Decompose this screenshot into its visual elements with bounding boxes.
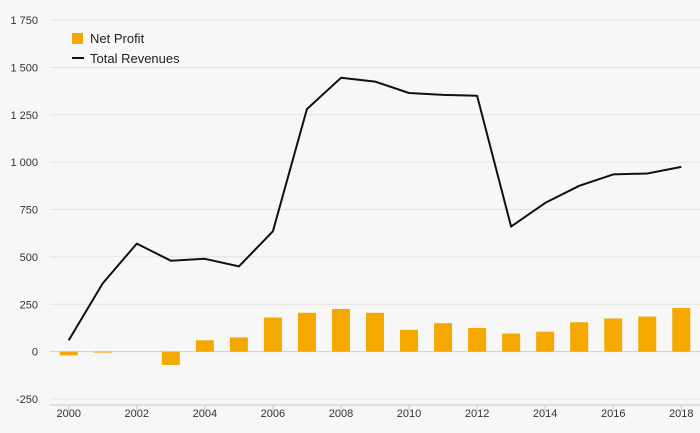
net-profit-bar[interactable] [400, 329, 419, 352]
legend-label-total-revenues: Total Revenues [90, 50, 180, 66]
net-profit-bar[interactable] [672, 308, 691, 352]
x-tick-label: 2010 [397, 408, 421, 420]
x-tick-label: 2014 [533, 408, 557, 420]
chart-legend: Net Profit Total Revenues [72, 28, 180, 68]
net-profit-bar[interactable] [604, 318, 623, 352]
net-profit-bar[interactable] [297, 312, 316, 352]
x-tick-label: 2012 [465, 408, 489, 420]
net-profit-bar[interactable] [195, 340, 214, 352]
legend-label-net-profit: Net Profit [90, 30, 145, 46]
y-tick-label: 1 250 [10, 110, 38, 122]
total-revenues-swatch [72, 57, 84, 59]
y-tick-label: 0 [32, 347, 38, 359]
net-profit-bar[interactable] [536, 331, 555, 352]
net-profit-swatch [72, 32, 83, 44]
x-tick-label: 2006 [261, 408, 285, 420]
net-profit-bar[interactable] [366, 312, 384, 352]
x-tick-label: 2004 [193, 408, 217, 420]
y-tick-label: 250 [20, 299, 38, 311]
net-profit-bar[interactable] [638, 316, 657, 352]
x-tick-label: 2018 [669, 408, 693, 420]
net-profit-bar[interactable] [229, 337, 248, 352]
x-tick-label: 2008 [329, 408, 353, 420]
total-revenues-line [67, 76, 682, 341]
x-tick-label: 2002 [125, 408, 149, 420]
net-profit-bars [59, 308, 691, 365]
legend-item-net-profit[interactable]: Net Profit [72, 28, 180, 48]
net-profit-bar[interactable] [434, 323, 453, 352]
x-tick-label: 2016 [601, 408, 625, 420]
y-tick-label: 1 000 [10, 157, 38, 169]
y-tick-label: -250 [16, 394, 38, 406]
y-tick-label: 750 [20, 205, 38, 217]
net-profit-bar[interactable] [502, 333, 521, 352]
x-axis-ticks: 2000 2002 2004 2006 2008 2010 2012 2014 2016 2018 [56, 405, 694, 420]
y-tick-label: 1 750 [10, 15, 38, 27]
x-tick-label: 2000 [56, 408, 80, 420]
y-axis-tick-labels: -250 0 250 500 750 1 000 1 250 1 500 1 750 [10, 15, 38, 406]
gridlines [50, 19, 700, 400]
net-profit-bar[interactable] [93, 351, 112, 353]
net-profit-bar[interactable] [331, 308, 350, 352]
y-tick-label: 500 [20, 252, 38, 264]
net-profit-bar[interactable] [570, 322, 589, 352]
net-profit-bar[interactable] [263, 317, 282, 352]
net-profit-bar[interactable] [59, 351, 78, 356]
y-tick-label: 1 500 [10, 62, 38, 74]
net-profit-bar[interactable] [161, 351, 180, 365]
net-profit-bar[interactable] [468, 327, 487, 352]
legend-item-total-revenues[interactable]: Total Revenues [72, 48, 180, 68]
